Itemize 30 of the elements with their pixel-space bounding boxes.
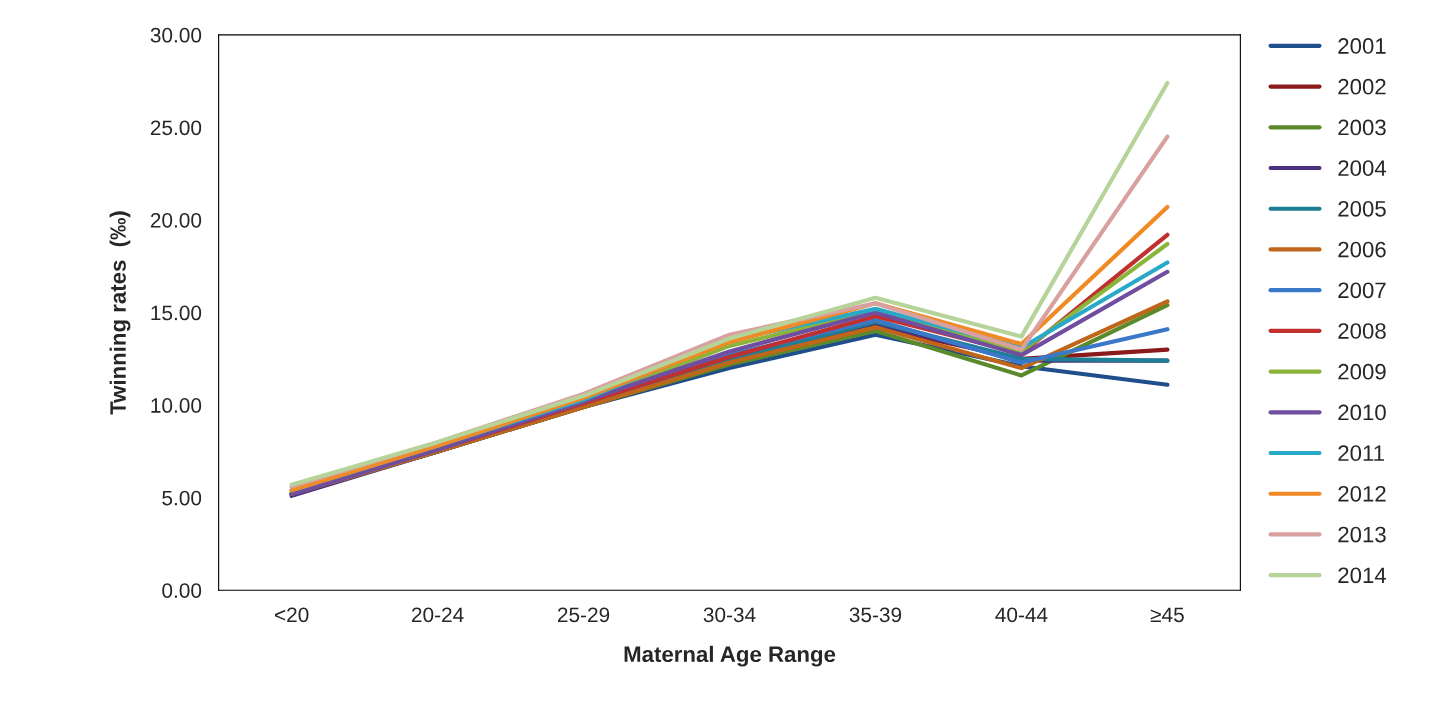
legend-label: 2008	[1338, 323, 1386, 339]
y-tick-label: 20.00	[150, 212, 202, 228]
legend-label: 2002	[1338, 78, 1386, 95]
legend-label: 2006	[1338, 241, 1386, 258]
legend-label: 2014	[1338, 567, 1387, 584]
y-tick-label: 10.00	[151, 398, 202, 413]
legend-label: 2010	[1338, 404, 1386, 421]
legend-label: 2012	[1338, 485, 1386, 502]
y-tick-label: 25.00	[150, 120, 202, 136]
legend-label: 2013	[1338, 526, 1386, 543]
y-tick-label: 0.00	[162, 583, 202, 598]
x-tick-label: <20	[274, 607, 309, 623]
legend-label: 2004	[1338, 160, 1387, 176]
legend-label: 2009	[1338, 363, 1386, 380]
x-tick-label: 30-34	[703, 607, 756, 623]
y-tick-label: 15.00	[151, 305, 202, 321]
x-tick-label: 40-44	[995, 607, 1048, 623]
y-tick-label: 30.00	[150, 27, 202, 43]
y-axis-title: Twinning rates (‰)	[109, 211, 131, 415]
x-tick-label: 25-29	[557, 607, 610, 623]
legend-label: 2003	[1338, 119, 1386, 136]
legend-label: 2007	[1338, 282, 1386, 299]
legend-label: 2011	[1338, 445, 1384, 462]
x-tick-label: ≥45	[1150, 607, 1184, 623]
y-tick-label: 5.00	[162, 490, 202, 506]
x-tick-label: 20-24	[411, 607, 464, 623]
x-axis-title: Maternal Age Range	[624, 645, 836, 667]
x-tick-label: 35-39	[849, 607, 902, 623]
legend-label: 2005	[1338, 200, 1386, 217]
legend-label: 2001	[1338, 38, 1386, 54]
